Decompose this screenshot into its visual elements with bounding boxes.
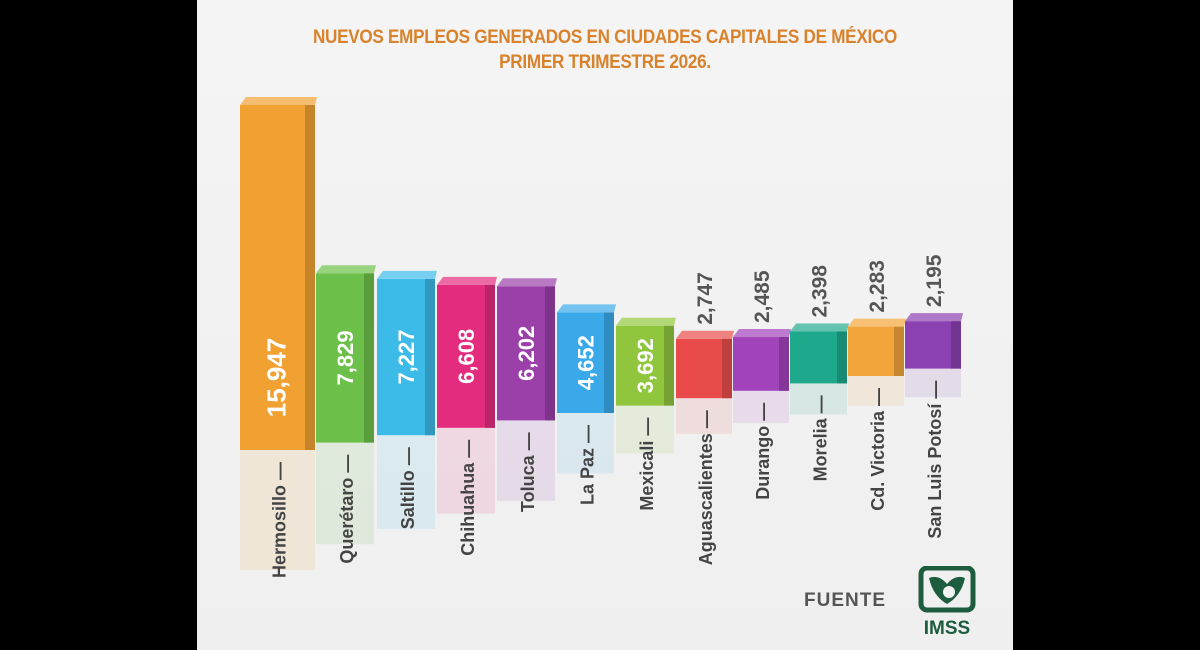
- imss-logo: IMSS: [918, 566, 976, 638]
- value-label: 6,202: [514, 326, 539, 381]
- bar-top: [733, 329, 791, 338]
- bar-reflection: [557, 413, 614, 474]
- value-label: 15,947: [262, 338, 292, 418]
- bar-top: [316, 265, 376, 274]
- category-label: Durango —: [753, 403, 773, 500]
- bar-side: [604, 312, 614, 413]
- bar-top: [676, 330, 734, 339]
- bar-top: [616, 317, 676, 326]
- bar-reflection: [616, 405, 674, 454]
- bar-side: [664, 325, 674, 406]
- bar-top: [790, 323, 849, 332]
- category-label: Mexicali —: [637, 418, 657, 511]
- category-label: Saltillo —: [398, 447, 418, 529]
- bar-top: [240, 97, 317, 105]
- imss-logo-text: IMSS: [924, 618, 970, 638]
- category-label: Cd. Victoria —: [868, 388, 888, 511]
- bar-side: [305, 105, 315, 450]
- value-label: 7,829: [333, 330, 358, 385]
- bar-top: [905, 313, 963, 322]
- bar-side: [425, 278, 435, 436]
- value-label: 2,195: [923, 254, 946, 307]
- bar-reflection: [733, 390, 789, 424]
- category-label: Aguascalientes —: [696, 410, 716, 565]
- bar-side: [779, 337, 789, 391]
- bar-top: [557, 304, 616, 313]
- bar-reflection: [497, 420, 555, 501]
- category-label: Morelia —: [811, 395, 831, 481]
- bar-top: [377, 270, 437, 279]
- infographic-panel: NUEVOS EMPLEOS GENERADOS EN CIUDADES CAP…: [197, 0, 1013, 650]
- category-label: Querétaro —: [337, 455, 357, 564]
- bar-side: [894, 326, 904, 376]
- bar-top: [437, 276, 497, 285]
- category-label: La Paz —: [578, 425, 598, 505]
- category-label: Toluca —: [518, 432, 538, 512]
- value-label: 2,485: [751, 270, 774, 323]
- chart-subtitle: PRIMER TRIMESTRE 2026.: [499, 52, 711, 73]
- bar-chart: 15,947 Hermosillo — 7,829 Querétaro — 7,227 S…: [240, 97, 963, 578]
- value-label: 6,608: [454, 329, 479, 384]
- bar-side: [722, 338, 732, 399]
- bar-side: [837, 331, 847, 384]
- value-label: 4,652: [574, 335, 599, 390]
- bar-reflection: [240, 450, 315, 570]
- bar-side: [485, 284, 495, 428]
- bar-side: [545, 286, 555, 421]
- bar-top: [497, 278, 557, 287]
- chart-title: NUEVOS EMPLEOS GENERADOS EN CIUDADES CAP…: [312, 27, 898, 48]
- value-label: 2,283: [866, 260, 889, 313]
- value-label: 3,692: [633, 338, 658, 393]
- bar-reflection: [437, 427, 495, 514]
- value-label: 7,227: [394, 329, 419, 384]
- value-label: 2,747: [694, 272, 717, 325]
- bar-top: [848, 318, 906, 327]
- bar-reflection: [848, 376, 904, 406]
- category-label: Hermosillo —: [270, 462, 290, 578]
- bar-Hermosillo: [240, 105, 315, 450]
- bar-reflection: [676, 398, 732, 434]
- bar-side: [364, 273, 374, 443]
- category-label: Chihuahua —: [458, 440, 478, 556]
- value-label: 2,398: [809, 265, 832, 318]
- bar-side: [951, 321, 961, 369]
- bar-reflection: [377, 435, 435, 530]
- bar-reflection: [790, 383, 847, 415]
- bar-reflection: [905, 368, 961, 398]
- category-label: San Luis Potosí —: [925, 381, 945, 539]
- source-label: FUENTE: [804, 590, 886, 611]
- bar-reflection: [316, 442, 374, 545]
